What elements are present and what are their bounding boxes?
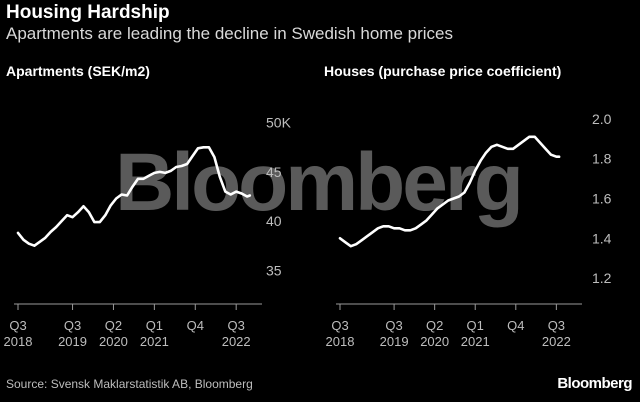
brand-logo: Bloomberg <box>557 375 632 392</box>
bloomberg-watermark: Bloomberg <box>115 137 521 228</box>
apartments-xtick-quarter: Q3 <box>228 318 245 333</box>
apartments-xtick-year: 2018 <box>4 334 33 349</box>
houses-xtick-year: 2022 <box>542 334 571 349</box>
right-panel-title: Houses (purchase price coefficient) <box>324 63 561 79</box>
apartments-ytick-label: 45 <box>266 164 282 180</box>
houses-xtick-year: 2018 <box>326 334 355 349</box>
houses-xtick-year: 2020 <box>420 334 449 349</box>
houses-series-line <box>338 135 561 248</box>
source-note: Source: Svensk Maklarstatistik AB, Bloom… <box>6 377 253 391</box>
apartments-ytick-label: 35 <box>266 262 282 278</box>
houses-xtick-year: 2019 <box>380 334 409 349</box>
apartments-xtick-quarter: Q4 <box>187 318 204 333</box>
houses-ytick-label: 1.4 <box>592 230 612 246</box>
apartments-xtick-year: 2020 <box>99 334 128 349</box>
houses-xtick-quarter: Q4 <box>507 318 524 333</box>
apartments-ytick-label: 50K <box>266 115 292 131</box>
houses-xtick-quarter: Q1 <box>467 318 484 333</box>
apartments-xtick-year: 2022 <box>222 334 251 349</box>
apartments-ytick-label: 40 <box>266 213 282 229</box>
apartments-xtick-quarter: Q1 <box>146 318 163 333</box>
chart-title: Housing Hardship <box>6 2 170 23</box>
houses-xtick-quarter: Q3 <box>548 318 565 333</box>
houses-xtick-quarter: Q2 <box>426 318 443 333</box>
houses-ytick-label: 1.8 <box>592 151 612 167</box>
houses-ytick-label: 1.2 <box>592 270 612 286</box>
houses-xtick-year: 2021 <box>461 334 490 349</box>
apartments-xtick-year: 2019 <box>58 334 87 349</box>
houses-ytick-label: 2.0 <box>592 111 612 127</box>
houses-xtick-quarter: Q3 <box>331 318 348 333</box>
left-panel-title: Apartments (SEK/m2) <box>6 63 150 79</box>
apartments-xtick-quarter: Q3 <box>9 318 26 333</box>
houses-xtick-quarter: Q3 <box>385 318 402 333</box>
apartments-xtick-quarter: Q2 <box>105 318 122 333</box>
apartments-xtick-quarter: Q3 <box>64 318 81 333</box>
apartments-xtick-year: 2021 <box>140 334 169 349</box>
houses-panel: 1.21.41.61.82.0Q32018Q32019Q22020Q12021Q… <box>326 111 612 349</box>
apartments-series-line <box>16 146 252 247</box>
houses-ytick-label: 1.6 <box>592 190 612 206</box>
chart-subtitle: Apartments are leading the decline in Sw… <box>6 24 453 43</box>
